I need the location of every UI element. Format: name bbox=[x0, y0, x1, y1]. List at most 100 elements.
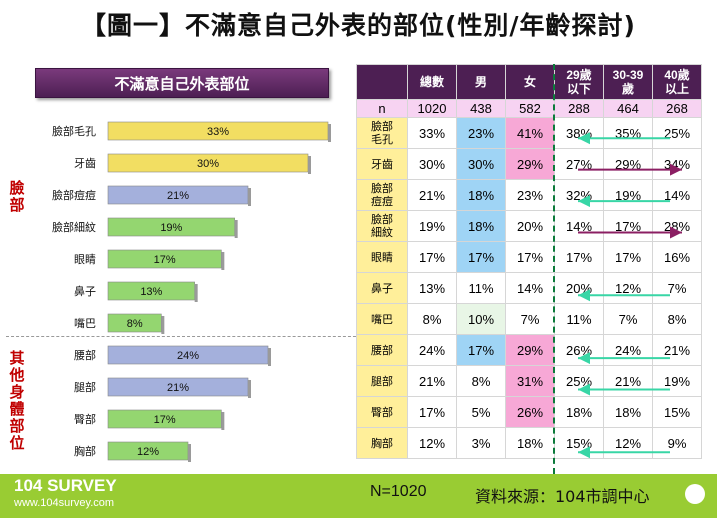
table-cell: 30% bbox=[407, 148, 457, 180]
table-row: 腿部 21% 8% 31% 25% 21% 19% bbox=[356, 365, 702, 397]
table-cell: 24% bbox=[407, 334, 457, 366]
table-cell: 8% bbox=[456, 365, 506, 397]
data-table: 總數男女 29歲 以下 30-39 歲 40歲 以上 n 1020 438 582 288 464 26… bbox=[356, 64, 702, 459]
table-cell: 38% bbox=[554, 117, 604, 149]
row-label: 臉部 細紋 bbox=[356, 210, 408, 242]
value-label: 12% bbox=[137, 446, 159, 458]
table-header-cell: 女 bbox=[505, 64, 555, 100]
table-cell: 18% bbox=[505, 427, 555, 459]
table-cell: 17% bbox=[456, 241, 506, 273]
table-cell: 20% bbox=[505, 210, 555, 242]
value-label: 13% bbox=[140, 286, 162, 298]
table-cell: 30% bbox=[456, 148, 506, 180]
table-row: 臀部 17% 5% 26% 18% 18% 15% bbox=[356, 396, 702, 428]
table-cell: 13% bbox=[407, 272, 457, 304]
row-label: 鼻子 bbox=[356, 272, 408, 304]
row-label: 臀部 bbox=[356, 396, 408, 428]
bar bbox=[107, 281, 195, 301]
table-cell: 12% bbox=[603, 272, 653, 304]
bar-shadow bbox=[161, 316, 165, 334]
category-label: 臉部痘痘 bbox=[52, 188, 96, 202]
table-row: 腰部 24% 17% 29% 26% 24% 21% bbox=[356, 334, 702, 366]
table-cell: 21% bbox=[603, 365, 653, 397]
n-row: n 1020 438 582 288 464 268 bbox=[356, 99, 702, 118]
group-label-face: 臉部 bbox=[9, 179, 25, 214]
row-label: 臉部 毛孔 bbox=[356, 117, 408, 149]
n-cell: 1020 bbox=[407, 99, 457, 118]
value-label: 8% bbox=[127, 318, 143, 330]
table-cell: 11% bbox=[456, 272, 506, 304]
value-label: 24% bbox=[177, 350, 199, 362]
table-cell: 32% bbox=[554, 179, 604, 211]
table-row: 嘴巴 8% 10% 7% 11% 7% 8% bbox=[356, 303, 702, 335]
table-header-cell: 男 bbox=[456, 64, 506, 100]
bar-shadow bbox=[308, 156, 311, 174]
group-divider bbox=[6, 336, 361, 337]
n-cell: 288 bbox=[554, 99, 604, 118]
brand-url: www.104survey.com bbox=[14, 497, 115, 509]
table-cell: 29% bbox=[603, 148, 653, 180]
table-cell: 17% bbox=[554, 241, 604, 273]
table-cell: 41% bbox=[505, 117, 555, 149]
table-cell: 29% bbox=[505, 148, 555, 180]
category-label: 眼睛 bbox=[74, 253, 96, 266]
table-cell: 8% bbox=[652, 303, 702, 335]
table-cell: 14% bbox=[554, 210, 604, 242]
n-cell: 268 bbox=[652, 99, 702, 118]
table-row: 胸部 12% 3% 18% 15% 12% 9% bbox=[356, 427, 702, 459]
brand-logo: 104 SURVEY bbox=[14, 476, 117, 495]
source-note: 資料來源：104市調中心 bbox=[475, 487, 650, 506]
row-label: 眼睛 bbox=[356, 241, 408, 273]
table-cell: 34% bbox=[652, 148, 702, 180]
table-cell: 16% bbox=[652, 241, 702, 273]
table-cell: 12% bbox=[407, 427, 457, 459]
category-label: 胸部 bbox=[74, 444, 96, 458]
table-cell: 14% bbox=[652, 179, 702, 211]
category-label: 臉部細紋 bbox=[52, 220, 96, 234]
row-label: 臉部 痘痘 bbox=[356, 179, 408, 211]
table-cell: 18% bbox=[456, 179, 506, 211]
value-label: 30% bbox=[197, 158, 219, 170]
table-cell: 29% bbox=[505, 334, 555, 366]
table-header-cell: 30-39 歲 bbox=[603, 64, 653, 100]
bar-shadow bbox=[328, 124, 331, 142]
category-label: 嘴巴 bbox=[74, 317, 96, 330]
table-cell: 33% bbox=[407, 117, 457, 149]
table-cell: 18% bbox=[603, 396, 653, 428]
table-cell: 17% bbox=[407, 241, 457, 273]
bar-shadow bbox=[268, 348, 271, 366]
category-label: 臉部毛孔 bbox=[52, 124, 96, 138]
table-cell: 10% bbox=[456, 303, 506, 335]
bar-shadow bbox=[221, 252, 225, 270]
category-label: 腿部 bbox=[74, 380, 96, 394]
table-cell: 23% bbox=[456, 117, 506, 149]
table-cell: 19% bbox=[652, 365, 702, 397]
value-label: 21% bbox=[167, 382, 189, 394]
table-cell: 28% bbox=[652, 210, 702, 242]
table-cell: 7% bbox=[652, 272, 702, 304]
value-label: 19% bbox=[160, 222, 182, 234]
n-cell: 464 bbox=[603, 99, 653, 118]
table-header-cell bbox=[356, 64, 408, 100]
bar-shadow bbox=[188, 444, 191, 462]
table-cell: 17% bbox=[603, 210, 653, 242]
table-row: 鼻子 13% 11% 14% 20% 12% 7% bbox=[356, 272, 702, 304]
table-cell: 21% bbox=[652, 334, 702, 366]
row-label: 腰部 bbox=[356, 334, 408, 366]
row-label: 牙齒 bbox=[356, 148, 408, 180]
value-label: 17% bbox=[154, 254, 176, 266]
sample-size: N=1020 bbox=[370, 483, 427, 500]
table-cell: 27% bbox=[554, 148, 604, 180]
table-cell: 17% bbox=[407, 396, 457, 428]
table-cell: 21% bbox=[407, 179, 457, 211]
category-label: 鼻子 bbox=[74, 284, 96, 298]
n-cell: 438 bbox=[456, 99, 506, 118]
table-cell: 19% bbox=[407, 210, 457, 242]
table-cell: 17% bbox=[456, 334, 506, 366]
table-cell: 14% bbox=[505, 272, 555, 304]
table-cell: 18% bbox=[456, 210, 506, 242]
table-row: 眼睛 17% 17% 17% 17% 17% 16% bbox=[356, 241, 702, 273]
table-header-cell: 40歲 以上 bbox=[652, 64, 702, 100]
value-label: 21% bbox=[167, 190, 189, 202]
